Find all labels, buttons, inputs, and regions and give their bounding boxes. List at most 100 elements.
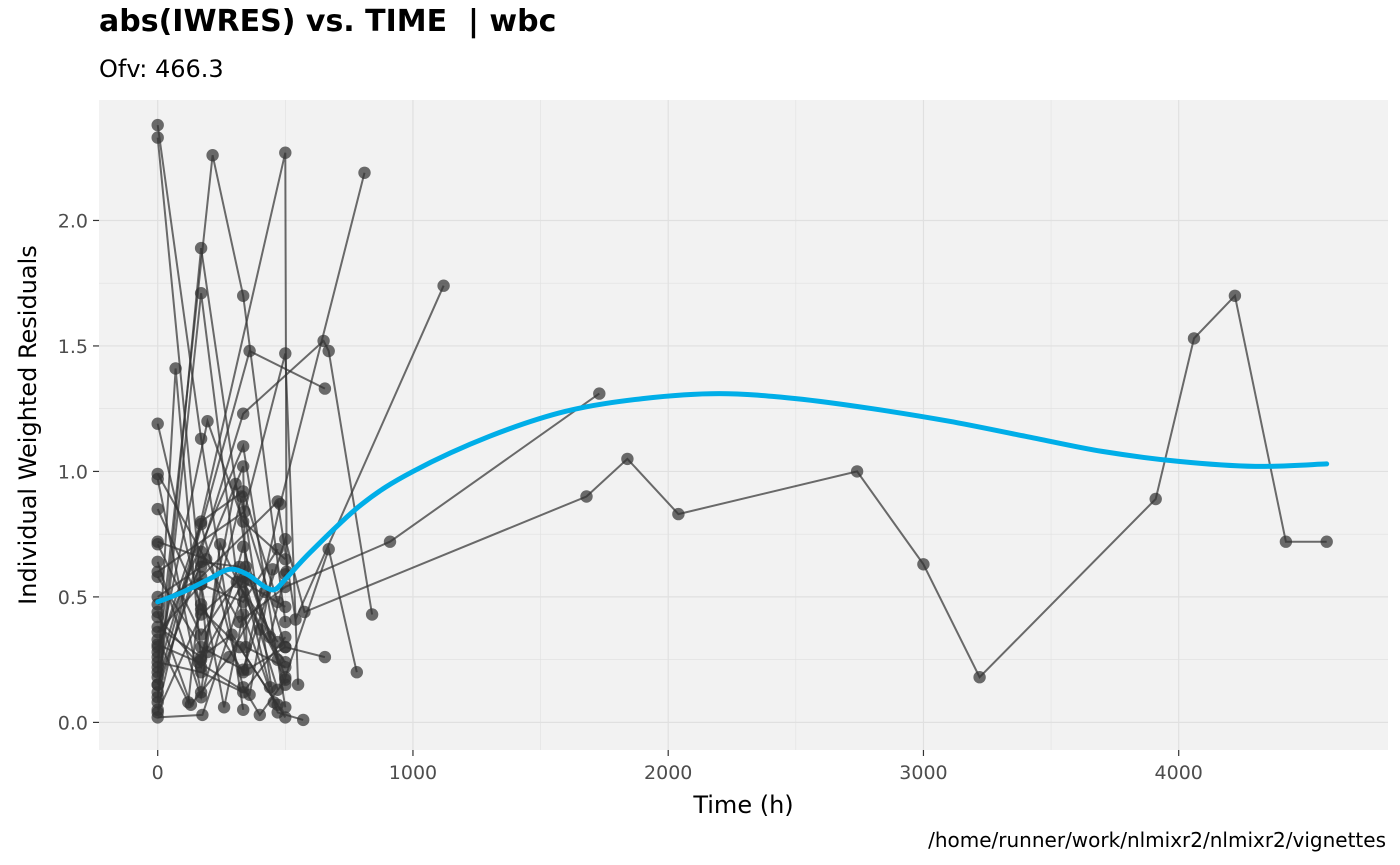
data-point <box>237 663 250 676</box>
data-point <box>850 465 864 478</box>
data-point <box>237 608 250 621</box>
data-point <box>383 535 397 548</box>
data-point <box>279 615 292 629</box>
data-point <box>291 678 305 691</box>
data-point <box>194 640 208 654</box>
data-point <box>237 703 250 716</box>
data-point <box>237 585 250 599</box>
x-tick-label: 2000 <box>644 762 692 784</box>
data-point <box>279 553 292 566</box>
data-point <box>151 570 164 583</box>
data-point <box>151 711 164 724</box>
data-point <box>184 698 198 711</box>
data-point <box>358 166 371 179</box>
y-axis-title: Individual Weighted Residuals <box>14 245 42 605</box>
data-point <box>169 362 182 375</box>
data-point <box>237 540 250 553</box>
data-point <box>279 673 292 686</box>
data-point <box>237 289 250 302</box>
data-point <box>200 553 213 566</box>
data-point <box>263 681 277 694</box>
data-point <box>279 533 292 546</box>
data-point <box>151 131 164 144</box>
data-point <box>196 708 209 722</box>
data-point <box>1228 289 1242 302</box>
data-point <box>194 603 208 616</box>
data-point <box>271 635 284 649</box>
data-point <box>151 696 164 709</box>
data-point <box>298 605 311 619</box>
data-point <box>317 334 330 348</box>
data-point <box>243 344 256 358</box>
plot-panel <box>99 100 1388 750</box>
data-point <box>1320 535 1333 548</box>
data-point <box>350 666 363 679</box>
chart-title: abs(IWRES) vs. TIME | wbc <box>99 4 557 39</box>
data-point <box>973 671 986 684</box>
y-axis: 0.0 0.5 1.0 1.5 2.0 <box>58 210 99 734</box>
data-point <box>271 495 284 508</box>
data-point <box>151 656 164 669</box>
x-axis-title: Time (h) <box>692 791 793 819</box>
grid-major <box>99 100 1388 750</box>
data-point <box>151 472 164 486</box>
data-point <box>437 279 450 292</box>
data-point <box>151 555 164 568</box>
x-tick-label: 0 <box>152 762 164 784</box>
data-point <box>194 432 208 445</box>
data-point <box>230 575 243 589</box>
data-point <box>365 608 379 621</box>
data-point <box>243 688 256 701</box>
individual-line <box>156 392 600 624</box>
y-tick-label: 2.0 <box>58 210 88 232</box>
data-point <box>318 382 332 395</box>
y-tick-label: 0.0 <box>58 712 88 734</box>
data-point <box>206 149 219 162</box>
x-tick-label: 1000 <box>389 762 437 784</box>
data-point <box>151 417 164 430</box>
data-point <box>593 387 606 400</box>
data-point <box>237 460 250 473</box>
individual-line <box>156 293 286 703</box>
data-point <box>279 347 292 360</box>
data-point <box>271 698 284 711</box>
y-tick-label: 1.5 <box>58 336 88 358</box>
data-point <box>271 543 284 556</box>
data-point <box>917 558 930 571</box>
data-point <box>194 515 208 528</box>
individual-line <box>157 496 275 703</box>
data-point <box>1149 492 1162 506</box>
data-point <box>621 452 634 466</box>
data-point <box>289 613 302 626</box>
data-points <box>151 118 1333 727</box>
data-point <box>322 344 335 358</box>
individual-line <box>156 489 279 653</box>
individual-line <box>157 353 300 685</box>
data-point <box>151 502 164 516</box>
data-point <box>194 686 208 699</box>
y-tick-label: 0.5 <box>58 587 88 609</box>
data-point <box>237 595 250 609</box>
data-point <box>237 485 250 498</box>
grid-minor <box>99 100 1388 750</box>
data-point <box>217 701 231 714</box>
data-point <box>580 490 593 503</box>
y-tick-label: 1.0 <box>58 461 88 483</box>
data-point <box>225 628 238 641</box>
data-point <box>297 713 310 727</box>
data-point <box>194 666 208 679</box>
x-tick-label: 4000 <box>1155 762 1203 784</box>
data-point <box>237 440 250 453</box>
individual-line <box>156 293 1327 679</box>
data-point <box>253 623 266 636</box>
x-axis: 0 1000 2000 3000 4000 <box>152 750 1203 784</box>
data-point <box>253 708 266 722</box>
data-point <box>271 595 284 609</box>
data-point <box>151 605 164 619</box>
data-point <box>194 287 208 300</box>
individual-line <box>156 417 286 658</box>
smooth-curve-group <box>155 391 1330 605</box>
data-point <box>192 656 205 669</box>
data-point <box>233 640 246 654</box>
